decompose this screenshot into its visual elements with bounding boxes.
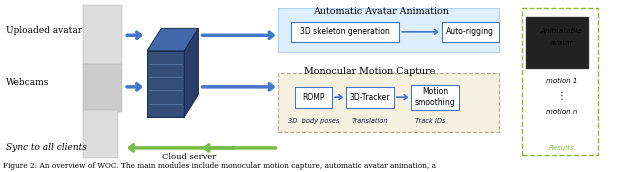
FancyBboxPatch shape [442, 22, 499, 42]
FancyBboxPatch shape [412, 85, 460, 110]
Text: Auto-rigging: Auto-rigging [447, 27, 494, 36]
Polygon shape [184, 28, 198, 117]
Text: ⋮: ⋮ [556, 91, 566, 101]
Text: Cloud server: Cloud server [162, 153, 216, 160]
Text: ROMP: ROMP [302, 93, 325, 102]
Text: Sync to all clients: Sync to all clients [6, 143, 87, 152]
Text: Track IDs: Track IDs [415, 118, 445, 124]
FancyBboxPatch shape [291, 22, 399, 42]
Text: Results: Results [548, 145, 574, 151]
FancyBboxPatch shape [83, 64, 122, 112]
FancyBboxPatch shape [295, 87, 332, 108]
FancyBboxPatch shape [526, 17, 589, 69]
Text: avatar: avatar [550, 40, 573, 46]
FancyBboxPatch shape [346, 87, 394, 108]
Text: Translation: Translation [351, 118, 388, 124]
Text: Automatic Avatar Animation: Automatic Avatar Animation [313, 7, 449, 16]
Text: 3D-Tracker: 3D-Tracker [349, 93, 390, 102]
FancyBboxPatch shape [278, 73, 499, 132]
Text: Animatable: Animatable [540, 28, 582, 34]
Text: Motion
smoothing: Motion smoothing [415, 88, 456, 107]
Text: 3D skeleton generation: 3D skeleton generation [300, 27, 390, 36]
FancyBboxPatch shape [83, 110, 118, 158]
Polygon shape [147, 28, 198, 51]
FancyBboxPatch shape [278, 8, 499, 52]
FancyBboxPatch shape [83, 5, 122, 65]
Text: Uploaded avatar: Uploaded avatar [6, 26, 83, 35]
FancyBboxPatch shape [147, 51, 184, 117]
FancyBboxPatch shape [522, 8, 598, 155]
Text: Webcams: Webcams [6, 78, 50, 87]
Text: motion n: motion n [545, 109, 577, 115]
Text: Figure 2: An overview of WOC. The main modules include monocular motion capture,: Figure 2: An overview of WOC. The main m… [3, 162, 436, 170]
Text: 3D  body poses: 3D body poses [288, 118, 339, 124]
Text: motion 1: motion 1 [545, 78, 577, 84]
Text: Monocular Motion Capture: Monocular Motion Capture [303, 67, 435, 76]
